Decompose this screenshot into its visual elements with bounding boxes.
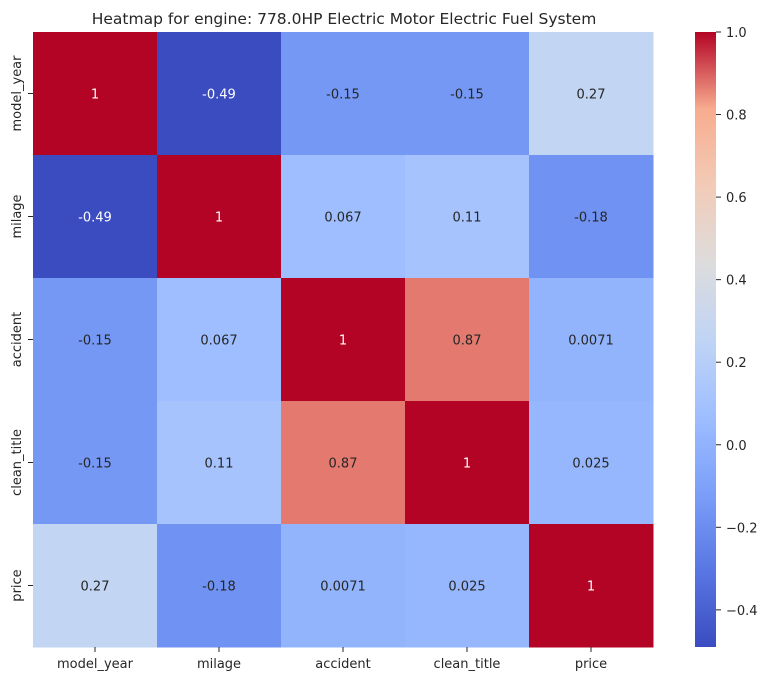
cell-value-label: -0.15	[450, 88, 484, 103]
chart-title: Heatmap for engine: 778.0HP Electric Mot…	[92, 10, 597, 28]
cell-value-label: -0.15	[326, 88, 360, 103]
x-tick-label: milage	[197, 657, 241, 672]
y-tick-label: milage	[10, 194, 25, 238]
heatmap-cell	[281, 524, 406, 648]
y-tick-label: price	[10, 569, 25, 601]
heatmap-cell	[157, 278, 282, 402]
colorbar-tick-label: 1.0	[726, 26, 747, 41]
x-tick-label: accident	[315, 657, 370, 672]
cell-value-label: -0.49	[78, 211, 112, 226]
y-tick-label: model_year	[10, 55, 25, 132]
cell-value-label: 0.0071	[320, 580, 366, 595]
cell-value-label: 0.067	[324, 211, 361, 226]
heatmap-cell	[529, 278, 654, 402]
cell-value-label: -0.49	[202, 88, 236, 103]
cell-value-label: 1	[215, 211, 223, 226]
colorbar-tick-label: 0.6	[726, 191, 747, 206]
heatmap-cell	[281, 155, 406, 279]
y-tick-label: clean_title	[10, 429, 25, 496]
heatmap-cell	[157, 32, 282, 156]
heatmap-cell	[405, 524, 530, 648]
heatmap-cell	[529, 155, 654, 279]
heatmap-cell	[405, 278, 530, 402]
cell-value-label: -0.18	[574, 211, 608, 226]
colorbar-ticks: −0.4 −0.2 0.0 0.2 0.4 0.6 0.8 1.0	[716, 26, 758, 619]
colorbar-tick-label: 0.2	[726, 356, 747, 371]
heatmap-cell	[281, 278, 406, 402]
cell-value-label: 1	[587, 580, 595, 595]
heatmap-cell	[33, 155, 158, 279]
x-tick-label: clean_title	[434, 657, 501, 672]
cell-value-label: 0.87	[453, 334, 482, 349]
colorbar-gradient	[695, 32, 716, 647]
heatmap-cell	[529, 524, 654, 648]
heatmap-cell	[281, 401, 406, 525]
heatmap-cell	[33, 278, 158, 402]
colorbar-tick-label: −0.4	[726, 604, 758, 619]
heatmap-cell	[529, 401, 654, 525]
heatmap-cell	[405, 32, 530, 156]
colorbar-tick-label: 0.8	[726, 109, 747, 124]
colorbar-tick-label: −0.2	[726, 521, 758, 536]
cell-value-label: 0.11	[205, 457, 234, 472]
cell-value-label: 0.025	[572, 457, 609, 472]
cell-value-label: 0.87	[329, 457, 358, 472]
cell-value-label: 0.27	[81, 580, 110, 595]
colorbar	[695, 32, 716, 647]
cell-value-label: 0.025	[448, 580, 485, 595]
heatmap-cell	[405, 155, 530, 279]
y-tick-label: accident	[10, 312, 25, 367]
cell-value-label: 1	[91, 88, 99, 103]
x-tick-label: price	[575, 657, 607, 672]
colorbar-tick-label: 0.4	[726, 274, 747, 289]
cell-value-label: -0.15	[78, 334, 112, 349]
heatmap-cell	[33, 32, 158, 156]
heatmap-cell	[157, 524, 282, 648]
cell-value-label: 0.067	[200, 334, 237, 349]
cell-value-label: 1	[339, 334, 347, 349]
heatmap-cell	[529, 32, 654, 156]
heatmap-cell	[281, 32, 406, 156]
heatmap-cells	[33, 32, 654, 648]
cell-value-label: 0.27	[577, 88, 606, 103]
cell-value-label: 0.11	[453, 211, 482, 226]
heatmap-cell	[157, 401, 282, 525]
heatmap-cell	[33, 401, 158, 525]
x-axis: model_year milage accident clean_title price	[57, 647, 607, 672]
cell-value-label: -0.18	[202, 580, 236, 595]
cell-value-label: -0.15	[78, 457, 112, 472]
colorbar-tick-label: 0.0	[726, 439, 747, 454]
heatmap-cell	[33, 524, 158, 648]
cell-value-label: 0.0071	[568, 334, 614, 349]
heatmap-cell	[157, 155, 282, 279]
cell-value-label: 1	[463, 457, 471, 472]
heatmap-cell-labels: 1 -0.49 -0.15 -0.15 0.27 -0.49 1 0.067 0.11 -0.18…	[78, 88, 614, 595]
heatmap-cell	[405, 401, 530, 525]
x-tick-label: model_year	[57, 657, 134, 672]
